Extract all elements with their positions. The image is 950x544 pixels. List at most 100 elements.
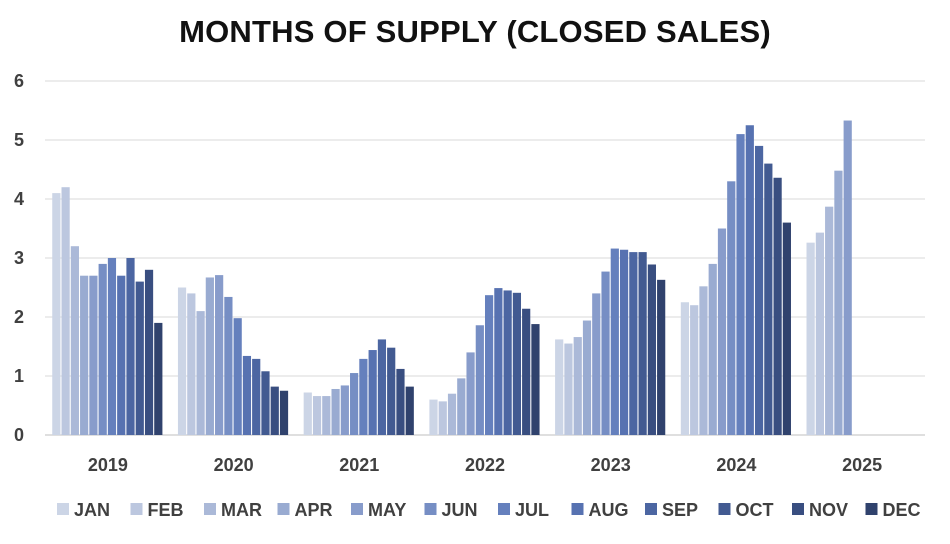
bar	[745, 125, 754, 435]
bar	[135, 281, 144, 435]
bar	[754, 145, 764, 435]
bar	[215, 275, 224, 435]
bar	[405, 386, 414, 435]
bar	[70, 246, 79, 435]
bar	[61, 187, 70, 435]
bar	[447, 393, 457, 435]
bar	[196, 311, 205, 435]
bar	[610, 248, 619, 435]
legend-item: MAR	[204, 500, 262, 520]
bar	[601, 271, 610, 435]
bar	[806, 242, 815, 435]
bar	[205, 277, 214, 435]
bar	[80, 275, 89, 435]
legend-label: FEB	[148, 500, 184, 520]
bar	[619, 249, 629, 435]
bar	[396, 368, 405, 435]
bar	[555, 339, 564, 435]
bar	[52, 193, 61, 435]
legend-label: NOV	[809, 500, 848, 520]
bar	[438, 401, 447, 435]
bar	[107, 258, 117, 435]
bar	[522, 308, 531, 435]
bar	[582, 320, 592, 435]
x-axis-labels: 2019 2020 2021 2022 2023 2024 2025	[88, 455, 882, 475]
legend-label: MAY	[368, 500, 406, 520]
legend-label: JAN	[74, 500, 110, 520]
legend-label: JUL	[515, 500, 549, 520]
x-tick-label: 2025	[842, 455, 882, 475]
bar	[279, 390, 289, 435]
legend-label: DEC	[883, 500, 921, 520]
bar	[485, 295, 494, 435]
bar	[592, 293, 601, 435]
bar	[177, 287, 187, 435]
bar	[233, 318, 242, 435]
bar	[457, 378, 466, 435]
bar	[224, 296, 233, 435]
bar	[187, 293, 196, 435]
legend-item: APR	[277, 500, 333, 520]
legend-swatch	[571, 503, 584, 515]
bar	[252, 358, 261, 435]
bar	[699, 286, 708, 435]
legend-swatch	[57, 503, 69, 515]
bar	[350, 373, 359, 435]
x-tick-label: 2020	[214, 455, 254, 475]
bar	[834, 170, 843, 435]
legend-item: SEP	[645, 500, 698, 520]
legend-swatch	[351, 503, 363, 515]
bar	[429, 399, 438, 435]
y-tick-label: 6	[14, 71, 24, 91]
legend-item: MAY	[351, 500, 406, 520]
bar	[825, 206, 834, 435]
legend-label: MAR	[221, 500, 262, 520]
bar	[331, 388, 340, 435]
bar	[494, 288, 503, 435]
x-tick-label: 2023	[591, 455, 631, 475]
y-tick-label: 4	[14, 189, 24, 209]
bar	[680, 302, 690, 435]
bar	[638, 252, 647, 435]
legend-item: OCT	[718, 500, 774, 520]
bar	[773, 177, 782, 435]
bar	[368, 350, 377, 435]
bar	[144, 269, 154, 435]
x-tick-label: 2022	[465, 455, 505, 475]
bar	[242, 355, 252, 435]
bar	[503, 290, 512, 435]
legend-item: JAN	[57, 500, 110, 520]
bar	[531, 324, 540, 435]
legend-item: JUL	[498, 500, 549, 520]
x-tick-label: 2021	[339, 455, 379, 475]
bar	[475, 325, 484, 435]
bar	[117, 275, 126, 435]
bar	[782, 222, 791, 435]
y-axis-ticks: 0 1 2 3 4 5 6	[14, 71, 24, 445]
legend-swatch	[424, 503, 437, 515]
legend-label: JUN	[442, 500, 478, 520]
legend-label: OCT	[736, 500, 774, 520]
bar	[815, 232, 824, 435]
legend-item: FEB	[130, 500, 184, 520]
legend-label: APR	[295, 500, 333, 520]
legend-label: AUG	[589, 500, 629, 520]
bar	[89, 275, 98, 435]
bar	[270, 386, 279, 435]
bar	[98, 263, 107, 435]
bar	[573, 337, 582, 435]
legend-swatch	[130, 503, 143, 515]
legend-swatch	[865, 503, 878, 515]
x-tick-label: 2019	[88, 455, 128, 475]
bar	[261, 371, 270, 435]
legend-item: AUG	[571, 500, 629, 520]
y-tick-label: 0	[14, 425, 24, 445]
bar	[764, 163, 773, 435]
bar	[303, 392, 312, 435]
bar	[512, 292, 522, 435]
legend: JAN FEB MAR APR MAY JUN JUL AUG SEP OCT NOV DEC	[57, 500, 921, 520]
y-tick-label: 1	[14, 366, 24, 386]
bar	[708, 263, 717, 435]
bar	[126, 258, 135, 435]
